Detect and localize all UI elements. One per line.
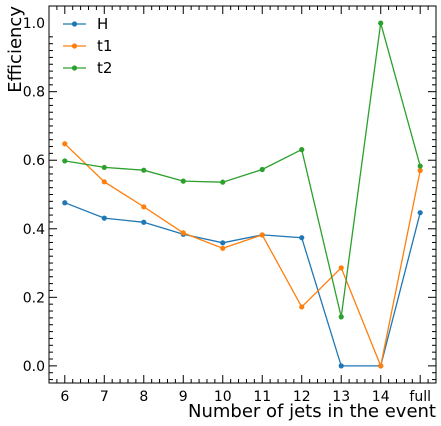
- data-point: [259, 232, 265, 238]
- y-tick-label: 0.4: [23, 222, 45, 238]
- legend-marker: [71, 65, 78, 71]
- data-point: [417, 210, 423, 216]
- x-tick-label: 9: [179, 389, 188, 405]
- data-point: [378, 20, 384, 26]
- data-point: [417, 167, 423, 174]
- data-point: [220, 179, 226, 185]
- data-point: [299, 235, 305, 241]
- x-axis-label: Number of jets in the event: [188, 401, 436, 422]
- legend-item: t1: [63, 37, 112, 55]
- series-layer: [62, 20, 423, 369]
- series-t2: [62, 20, 423, 320]
- y-tick-label: 0.8: [23, 85, 45, 101]
- y-axis-ticks: 0.0 0.2 0.4 0.6 0.8 1.0: [23, 16, 436, 381]
- data-point: [180, 230, 186, 236]
- series-t1: [62, 141, 423, 369]
- data-point: [417, 163, 423, 169]
- data-point: [299, 147, 305, 153]
- series-line: [64, 22, 421, 318]
- x-axis-ticks: 6 7 8 9 10 11 12 13 14 full: [48, 6, 437, 405]
- data-point: [141, 167, 147, 173]
- data-point: [220, 245, 226, 251]
- series-H: [62, 200, 423, 369]
- data-point: [101, 179, 107, 185]
- x-tick-label: 8: [139, 389, 148, 405]
- series-line: [64, 143, 421, 369]
- x-tick-label: 14: [372, 389, 390, 405]
- y-tick-label: 0.2: [23, 290, 45, 306]
- x-tick-label: full: [409, 389, 431, 405]
- data-point: [338, 314, 344, 320]
- series-line: [64, 202, 421, 367]
- legend: Ht1 t2: [63, 15, 112, 77]
- x-tick-label: 7: [100, 389, 109, 405]
- y-tick-label: 1.0: [23, 16, 45, 32]
- x-tick-label: 13: [332, 389, 350, 405]
- legend-item: H: [63, 15, 108, 33]
- data-point: [259, 166, 265, 173]
- data-point: [299, 304, 305, 310]
- data-point: [338, 363, 344, 369]
- x-tick-label: 6: [60, 389, 69, 405]
- y-tick-label: 0.0: [23, 359, 45, 375]
- legend-marker: [71, 21, 78, 27]
- data-point: [338, 265, 344, 271]
- legend-marker: [71, 43, 78, 49]
- x-tick-label: 12: [293, 389, 311, 405]
- data-point: [141, 219, 147, 225]
- legend-label: t1: [97, 37, 112, 55]
- y-axis-label: Efficiency: [5, 6, 26, 93]
- data-point: [101, 164, 107, 171]
- x-tick-label: 11: [253, 389, 271, 405]
- data-point: [180, 178, 186, 184]
- legend-item: t2: [63, 59, 112, 77]
- legend-label: t2: [97, 59, 112, 77]
- legend-label: H: [97, 15, 108, 33]
- data-point: [62, 158, 68, 164]
- y-tick-label: 0.6: [23, 153, 45, 169]
- x-tick-label: 10: [214, 389, 232, 405]
- data-point: [141, 204, 147, 210]
- data-point: [62, 141, 68, 147]
- data-point: [101, 215, 107, 221]
- data-point: [62, 200, 68, 206]
- data-point: [378, 363, 384, 369]
- data-point: [220, 240, 226, 246]
